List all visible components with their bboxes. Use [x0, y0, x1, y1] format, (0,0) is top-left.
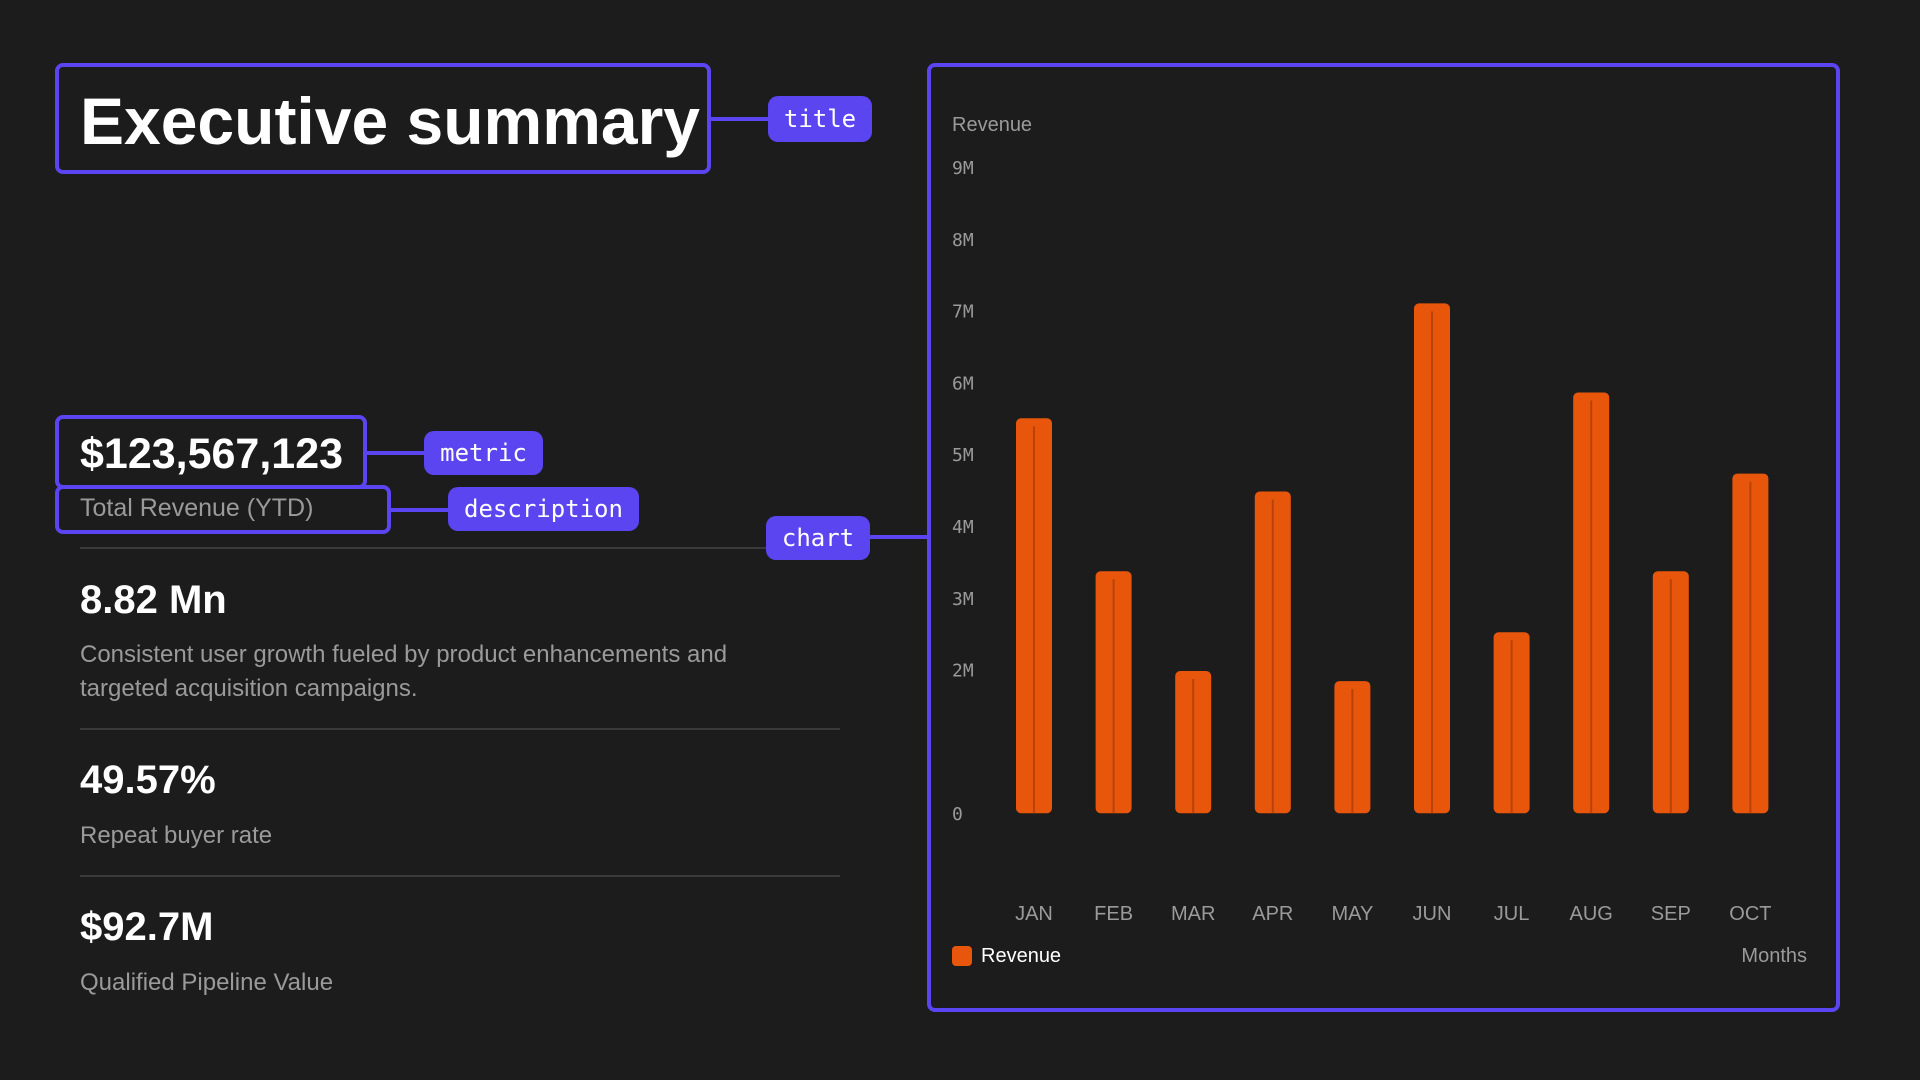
x-tick-label: MAR: [1171, 903, 1215, 925]
x-tick-label: AUG: [1570, 903, 1613, 925]
description-tag: description: [448, 487, 639, 531]
chart-outline: [927, 63, 1840, 1012]
metric-value: $123,567,123: [80, 430, 344, 478]
stat-divider: [80, 728, 840, 730]
metric-tag: metric: [424, 431, 543, 475]
stat-text-repeat-rate: Repeat buyer rate: [80, 822, 273, 849]
x-tick-label: JUL: [1494, 903, 1530, 925]
metric-connector: [367, 451, 425, 455]
legend-label-revenue: Revenue: [981, 945, 1062, 967]
stat-divider: [80, 547, 770, 549]
chart-connector: [868, 535, 929, 539]
x-tick-label: JAN: [1015, 903, 1053, 925]
y-tick-label: 4M: [952, 517, 974, 538]
x-tick-label: MAY: [1331, 903, 1373, 925]
x-tick-label: OCT: [1729, 903, 1771, 925]
stat-text-pipeline: Qualified Pipeline Value: [80, 969, 334, 996]
description-outline: [55, 485, 391, 534]
stat-text-users: Consistent user growth fueled by product…: [80, 641, 728, 702]
x-tick-label: FEB: [1094, 903, 1133, 925]
y-tick-label: 9M: [952, 158, 974, 179]
x-axis-label: Months: [1741, 945, 1807, 967]
stat-value-pipeline: $92.7M: [80, 905, 214, 949]
y-tick-label: 2M: [952, 661, 974, 682]
page-title: Executive summary: [80, 84, 701, 158]
y-tick-label: 5M: [952, 445, 974, 466]
stat-value-repeat-rate: 49.57%: [80, 758, 216, 802]
metric-description: Total Revenue (YTD): [80, 494, 314, 522]
title-connector: [711, 117, 769, 121]
y-axis-label: Revenue: [952, 114, 1032, 136]
x-tick-label: JUN: [1413, 903, 1452, 925]
stat-value-users: 8.82 Mn: [80, 578, 227, 622]
legend-swatch-revenue: [952, 946, 972, 966]
x-tick-label: SEP: [1651, 903, 1691, 925]
y-tick-label: 3M: [952, 589, 974, 610]
y-tick-label: 8M: [952, 230, 974, 251]
title-tag: title: [768, 96, 872, 142]
y-tick-label: 0: [952, 804, 963, 825]
title-outline: [55, 63, 711, 174]
y-tick-label: 7M: [952, 302, 974, 323]
x-tick-label: APR: [1252, 903, 1293, 925]
description-connector: [391, 508, 449, 512]
stat-divider: [80, 875, 840, 877]
y-tick-label: 6M: [952, 373, 974, 394]
chart-tag: chart: [766, 516, 870, 560]
